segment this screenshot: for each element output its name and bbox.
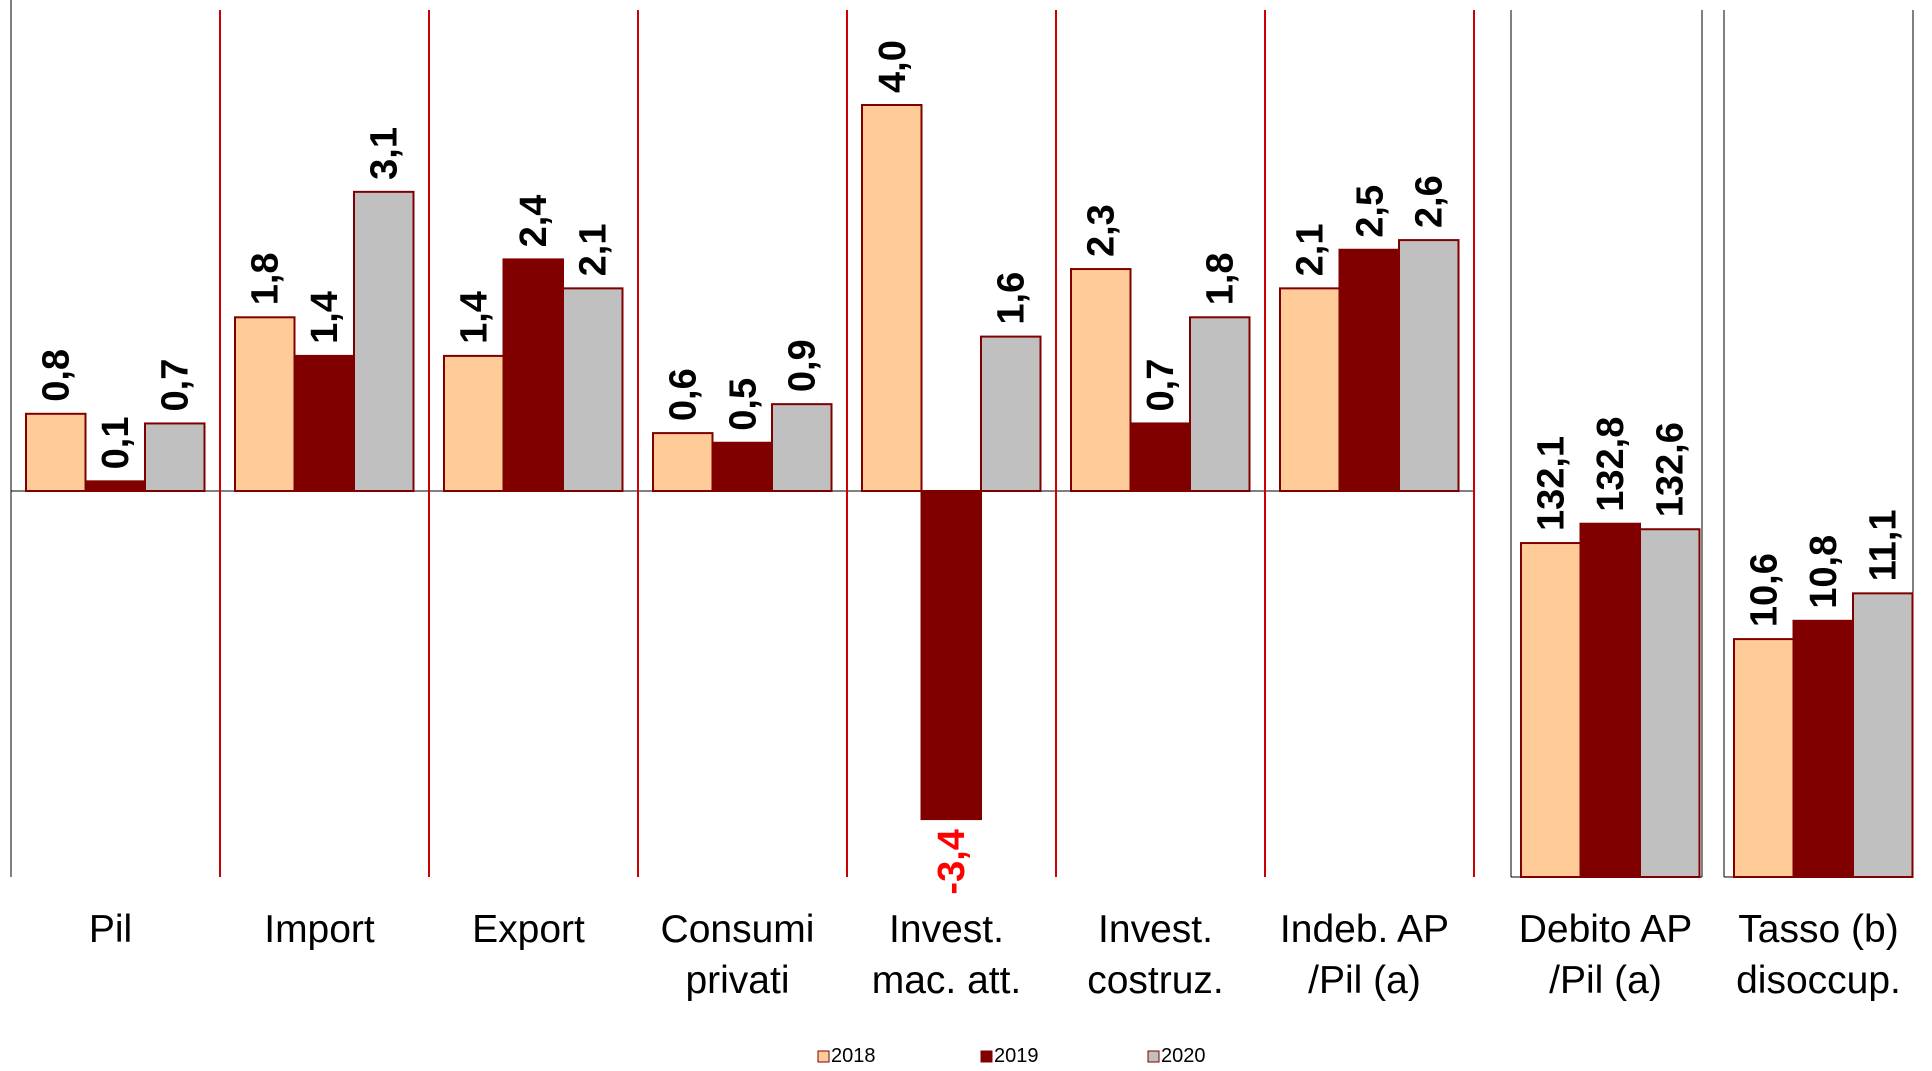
bar-2020 (562, 287, 624, 492)
bar-2018 (443, 354, 505, 492)
data-label: 132,8 (1590, 417, 1632, 512)
bar-2018 (234, 316, 296, 492)
bar-2019 (1579, 522, 1641, 878)
data-label: -3,4 (931, 829, 973, 894)
data-label: 0,7 (155, 359, 197, 412)
legend-swatch (980, 1050, 993, 1063)
data-label: 1,8 (1200, 252, 1242, 305)
data-label: 2,5 (1349, 185, 1391, 238)
legend-item-2018: 2018 (817, 1045, 876, 1067)
category-label: Tasso (b) (1738, 908, 1898, 951)
data-label: 10,8 (1803, 535, 1845, 609)
bar-2020 (1398, 239, 1460, 492)
bar-2018 (1070, 268, 1132, 492)
data-label: 0,7 (1140, 359, 1182, 412)
data-label: 4,0 (872, 40, 914, 93)
category-label: Consumi (661, 908, 815, 951)
bar-2020 (144, 422, 206, 493)
bar-2019 (1338, 248, 1400, 492)
legend-item-2019: 2019 (980, 1045, 1039, 1067)
data-label: 0,6 (663, 368, 705, 421)
category-label: mac. att. (872, 959, 1022, 1002)
bar-2018 (1520, 542, 1582, 878)
bar-2018 (1279, 287, 1341, 492)
data-label: 3,1 (364, 127, 406, 180)
category-label: Indeb. AP (1280, 908, 1449, 951)
data-label: 1,4 (454, 291, 496, 344)
data-label: 132,1 (1531, 436, 1573, 531)
data-label: 1,4 (304, 291, 346, 344)
bar-2020 (1852, 592, 1914, 878)
legend-item-2020: 2020 (1147, 1045, 1206, 1067)
data-label: 0,9 (782, 339, 824, 392)
bar-2018 (652, 432, 714, 493)
bar-2020 (1189, 316, 1251, 492)
bar-2019 (1129, 422, 1191, 493)
bar-2019 (84, 480, 146, 493)
bar-2020 (1639, 528, 1701, 878)
category-label: disoccup. (1736, 959, 1901, 1002)
bar-2019 (920, 490, 982, 821)
category-label: Invest. (889, 908, 1004, 951)
bar-2020 (353, 190, 415, 492)
category-label: Import (264, 908, 375, 951)
category-label: Export (472, 908, 585, 951)
data-label: 0,5 (722, 378, 764, 431)
data-label: 0,1 (95, 417, 137, 470)
bar-2018 (1733, 638, 1795, 878)
category-label: /Pil (a) (1308, 959, 1421, 1002)
bar-2018 (25, 412, 87, 492)
data-label: 11,1 (1863, 509, 1905, 581)
bar-2019 (711, 441, 773, 492)
category-label: costruz. (1087, 959, 1224, 1002)
legend-label: 2019 (994, 1045, 1039, 1067)
category-label: /Pil (a) (1549, 959, 1662, 1002)
category-label: Debito AP (1519, 908, 1692, 951)
bar-2020 (771, 403, 833, 492)
bar-2019 (1792, 619, 1854, 878)
legend-label: 2018 (831, 1045, 876, 1067)
bar-2019 (293, 354, 355, 492)
bar-2019 (502, 258, 564, 492)
data-label: 2,1 (1290, 224, 1332, 277)
data-label: 1,8 (245, 252, 287, 305)
data-label: 132,6 (1650, 422, 1692, 517)
data-label: 2,6 (1409, 175, 1451, 228)
data-label: 2,3 (1081, 204, 1123, 257)
data-label: 2,4 (513, 195, 555, 248)
legend-swatch (1147, 1050, 1160, 1063)
legend-swatch (817, 1050, 830, 1063)
bar-2018 (861, 104, 923, 492)
data-label: 10,6 (1744, 553, 1786, 627)
category-label: Pil (89, 908, 132, 951)
legend-label: 2020 (1161, 1045, 1206, 1067)
category-label: privati (685, 959, 789, 1002)
data-label: 2,1 (573, 224, 615, 277)
data-label: 0,8 (36, 349, 78, 402)
category-label: Invest. (1098, 908, 1213, 951)
bar-2020 (980, 335, 1042, 492)
data-label: 1,6 (991, 272, 1033, 325)
